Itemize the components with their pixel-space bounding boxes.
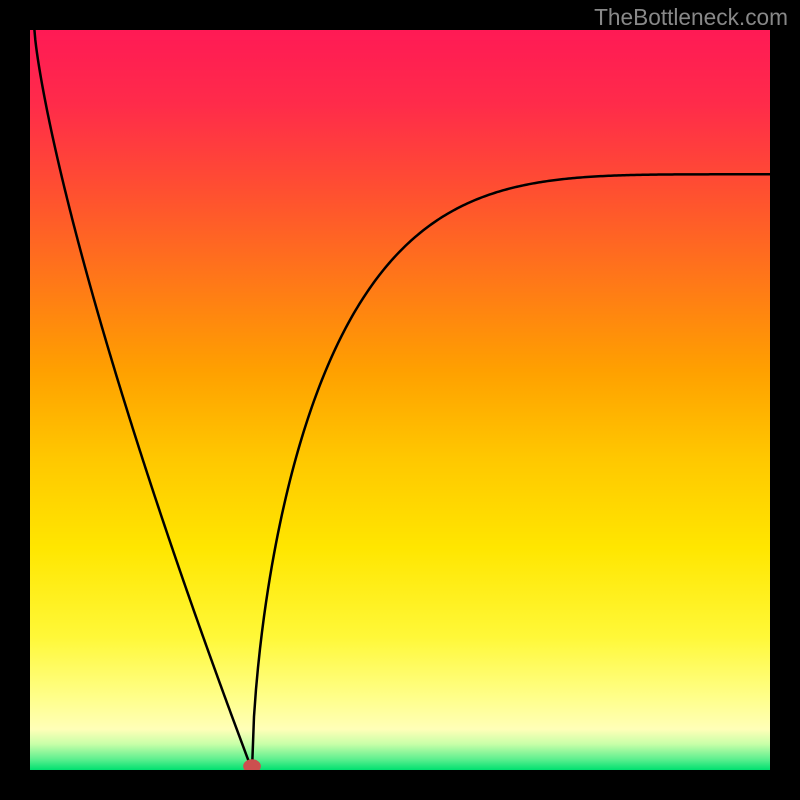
chart-container xyxy=(30,30,770,770)
chart-background xyxy=(30,30,770,770)
chart-svg xyxy=(30,30,770,770)
watermark-text: TheBottleneck.com xyxy=(594,4,788,31)
